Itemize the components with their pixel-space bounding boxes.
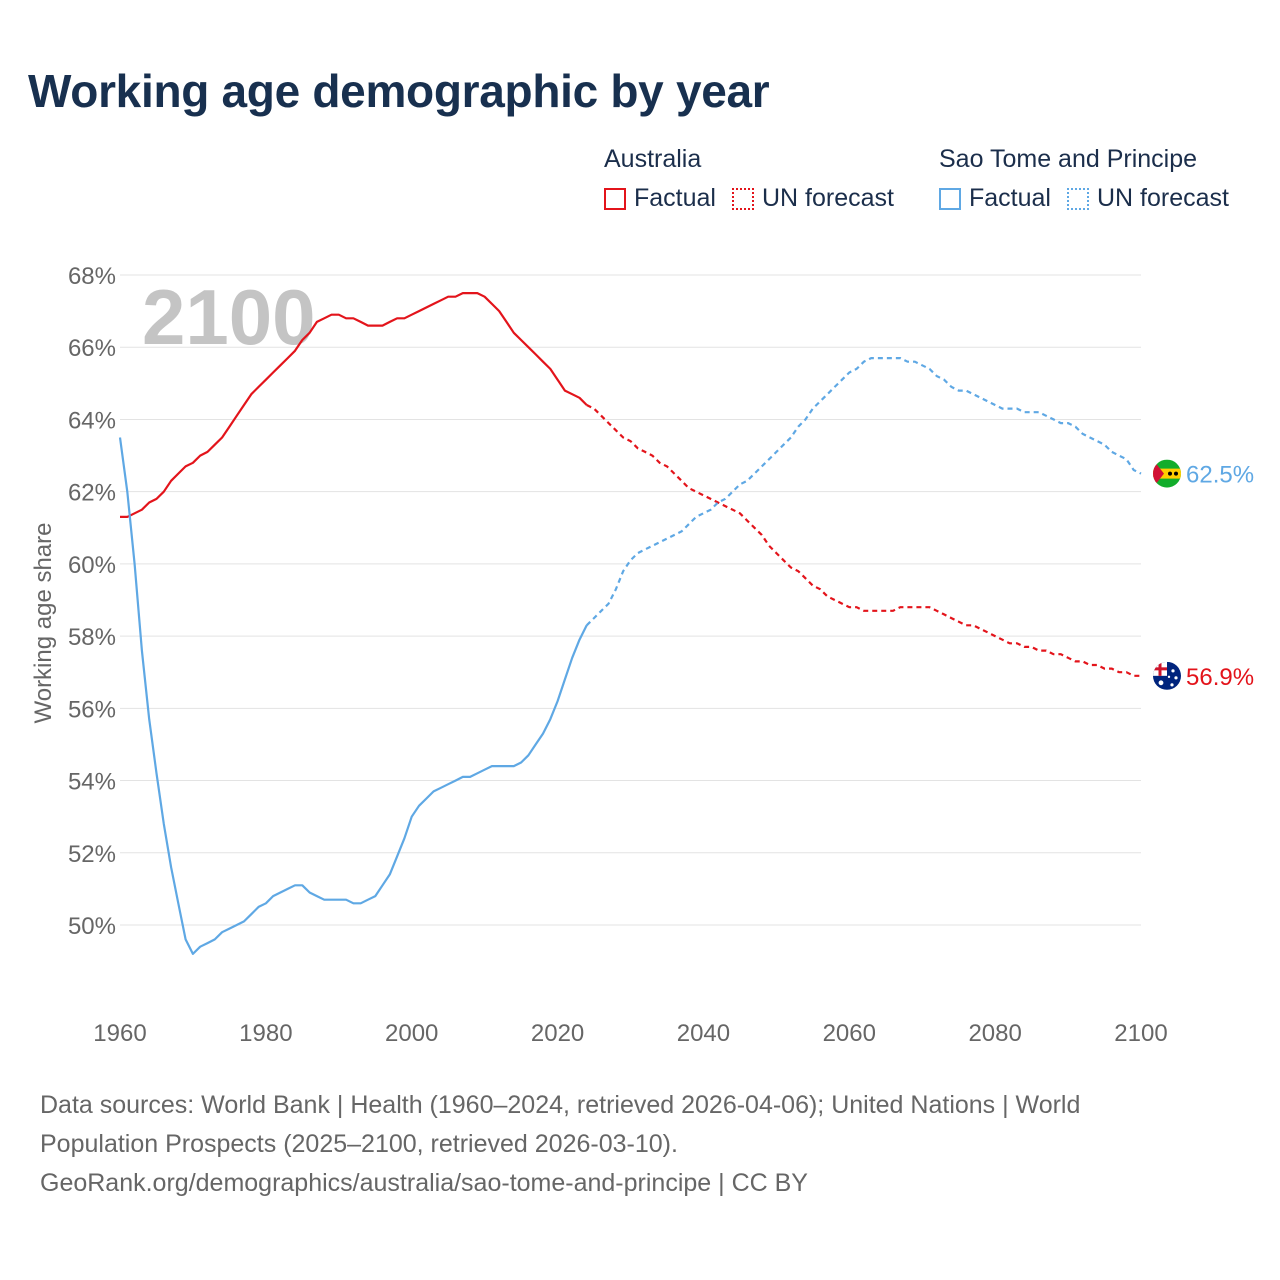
legend-country-label: Australia <box>604 145 702 173</box>
legend-label: UN forecast <box>1096 184 1229 212</box>
legend-label: Factual <box>969 184 1051 212</box>
australia-factual-line[interactable] <box>120 292 588 518</box>
sao-tome-end-value-label: 62.5% <box>1186 462 1254 489</box>
legend-label: UN forecast <box>761 184 894 212</box>
y-axis-tick-labels: 50% 52% 54% 56% 58% 60% 62% 64% 66% 68% <box>68 263 116 940</box>
footer-source-line-1: Data sources: World Bank | Health (1960–… <box>40 1091 1081 1119</box>
line-chart: 50% 52% 54% 56% 58% 60% 62% 64% 66% 68% 1960 1980 2… <box>30 263 1254 1047</box>
footer-attribution[interactable]: GeoRank.org/demographics/australia/sao-t… <box>40 1169 808 1197</box>
legend-swatch-solid <box>939 187 961 210</box>
y-tick-label: 66% <box>68 335 116 362</box>
x-tick-label: 1980 <box>239 1020 292 1047</box>
sao-tome-forecast-line[interactable] <box>585 357 1142 627</box>
y-tick-label: 62% <box>68 480 116 507</box>
footer: Data sources: World Bank | Health (1960–… <box>40 1086 1240 1203</box>
y-tick-label: 56% <box>68 696 116 723</box>
footer-source-line-2: Population Prospects (2025–2100, retriev… <box>40 1130 678 1158</box>
legend-swatch-solid <box>604 187 626 210</box>
y-tick-label: 58% <box>68 624 116 651</box>
sao-tome-and-principe-flag-icon <box>1153 459 1181 488</box>
year-watermark: 2100 <box>142 273 316 361</box>
legend-sao-tome-forecast[interactable]: UN forecast <box>1066 184 1229 213</box>
y-tick-label: 54% <box>68 769 116 796</box>
australia-flag-icon <box>1153 661 1181 690</box>
y-axis-label: Working age share <box>30 523 57 724</box>
y-tick-label: 64% <box>68 407 116 434</box>
chart-title: Working age demographic by year <box>28 65 770 117</box>
legend-australia-forecast[interactable]: UN forecast <box>731 184 894 213</box>
x-axis-tick-labels: 1960 1980 2000 2020 2040 2060 2080 2100 <box>93 1020 1167 1047</box>
legend-australia-factual[interactable]: Factual <box>604 184 716 213</box>
legend-sao-tome: Sao Tome and Principe Factual UN forecas… <box>939 142 1245 213</box>
legend-swatch-dotted <box>1066 187 1089 210</box>
end-markers: 56.9% 62.5% <box>1153 459 1254 691</box>
x-tick-label: 2040 <box>677 1020 730 1047</box>
legend-label: Factual <box>634 184 716 212</box>
x-tick-label: 2100 <box>1114 1020 1167 1047</box>
legend-sao-tome-factual[interactable]: Factual <box>939 184 1051 213</box>
legend-australia: Australia Factual UN forecast <box>604 142 910 213</box>
series-lines <box>118 292 1142 955</box>
gridlines <box>120 274 1141 926</box>
x-tick-label: 2000 <box>385 1020 438 1047</box>
x-tick-label: 2060 <box>823 1020 876 1047</box>
x-tick-label: 2020 <box>531 1020 584 1047</box>
y-tick-label: 60% <box>68 552 116 579</box>
y-tick-label: 52% <box>68 841 116 868</box>
legend-country-label: Sao Tome and Principe <box>939 145 1198 173</box>
x-tick-label: 2080 <box>968 1020 1021 1047</box>
y-tick-label: 50% <box>68 913 116 940</box>
y-tick-label: 68% <box>68 263 116 290</box>
australia-end-value-label: 56.9% <box>1186 664 1254 691</box>
x-tick-label: 1960 <box>93 1020 146 1047</box>
sao-tome-factual-line[interactable] <box>118 437 588 955</box>
legend-swatch-dotted <box>731 187 754 210</box>
australia-forecast-line[interactable] <box>586 404 1141 677</box>
